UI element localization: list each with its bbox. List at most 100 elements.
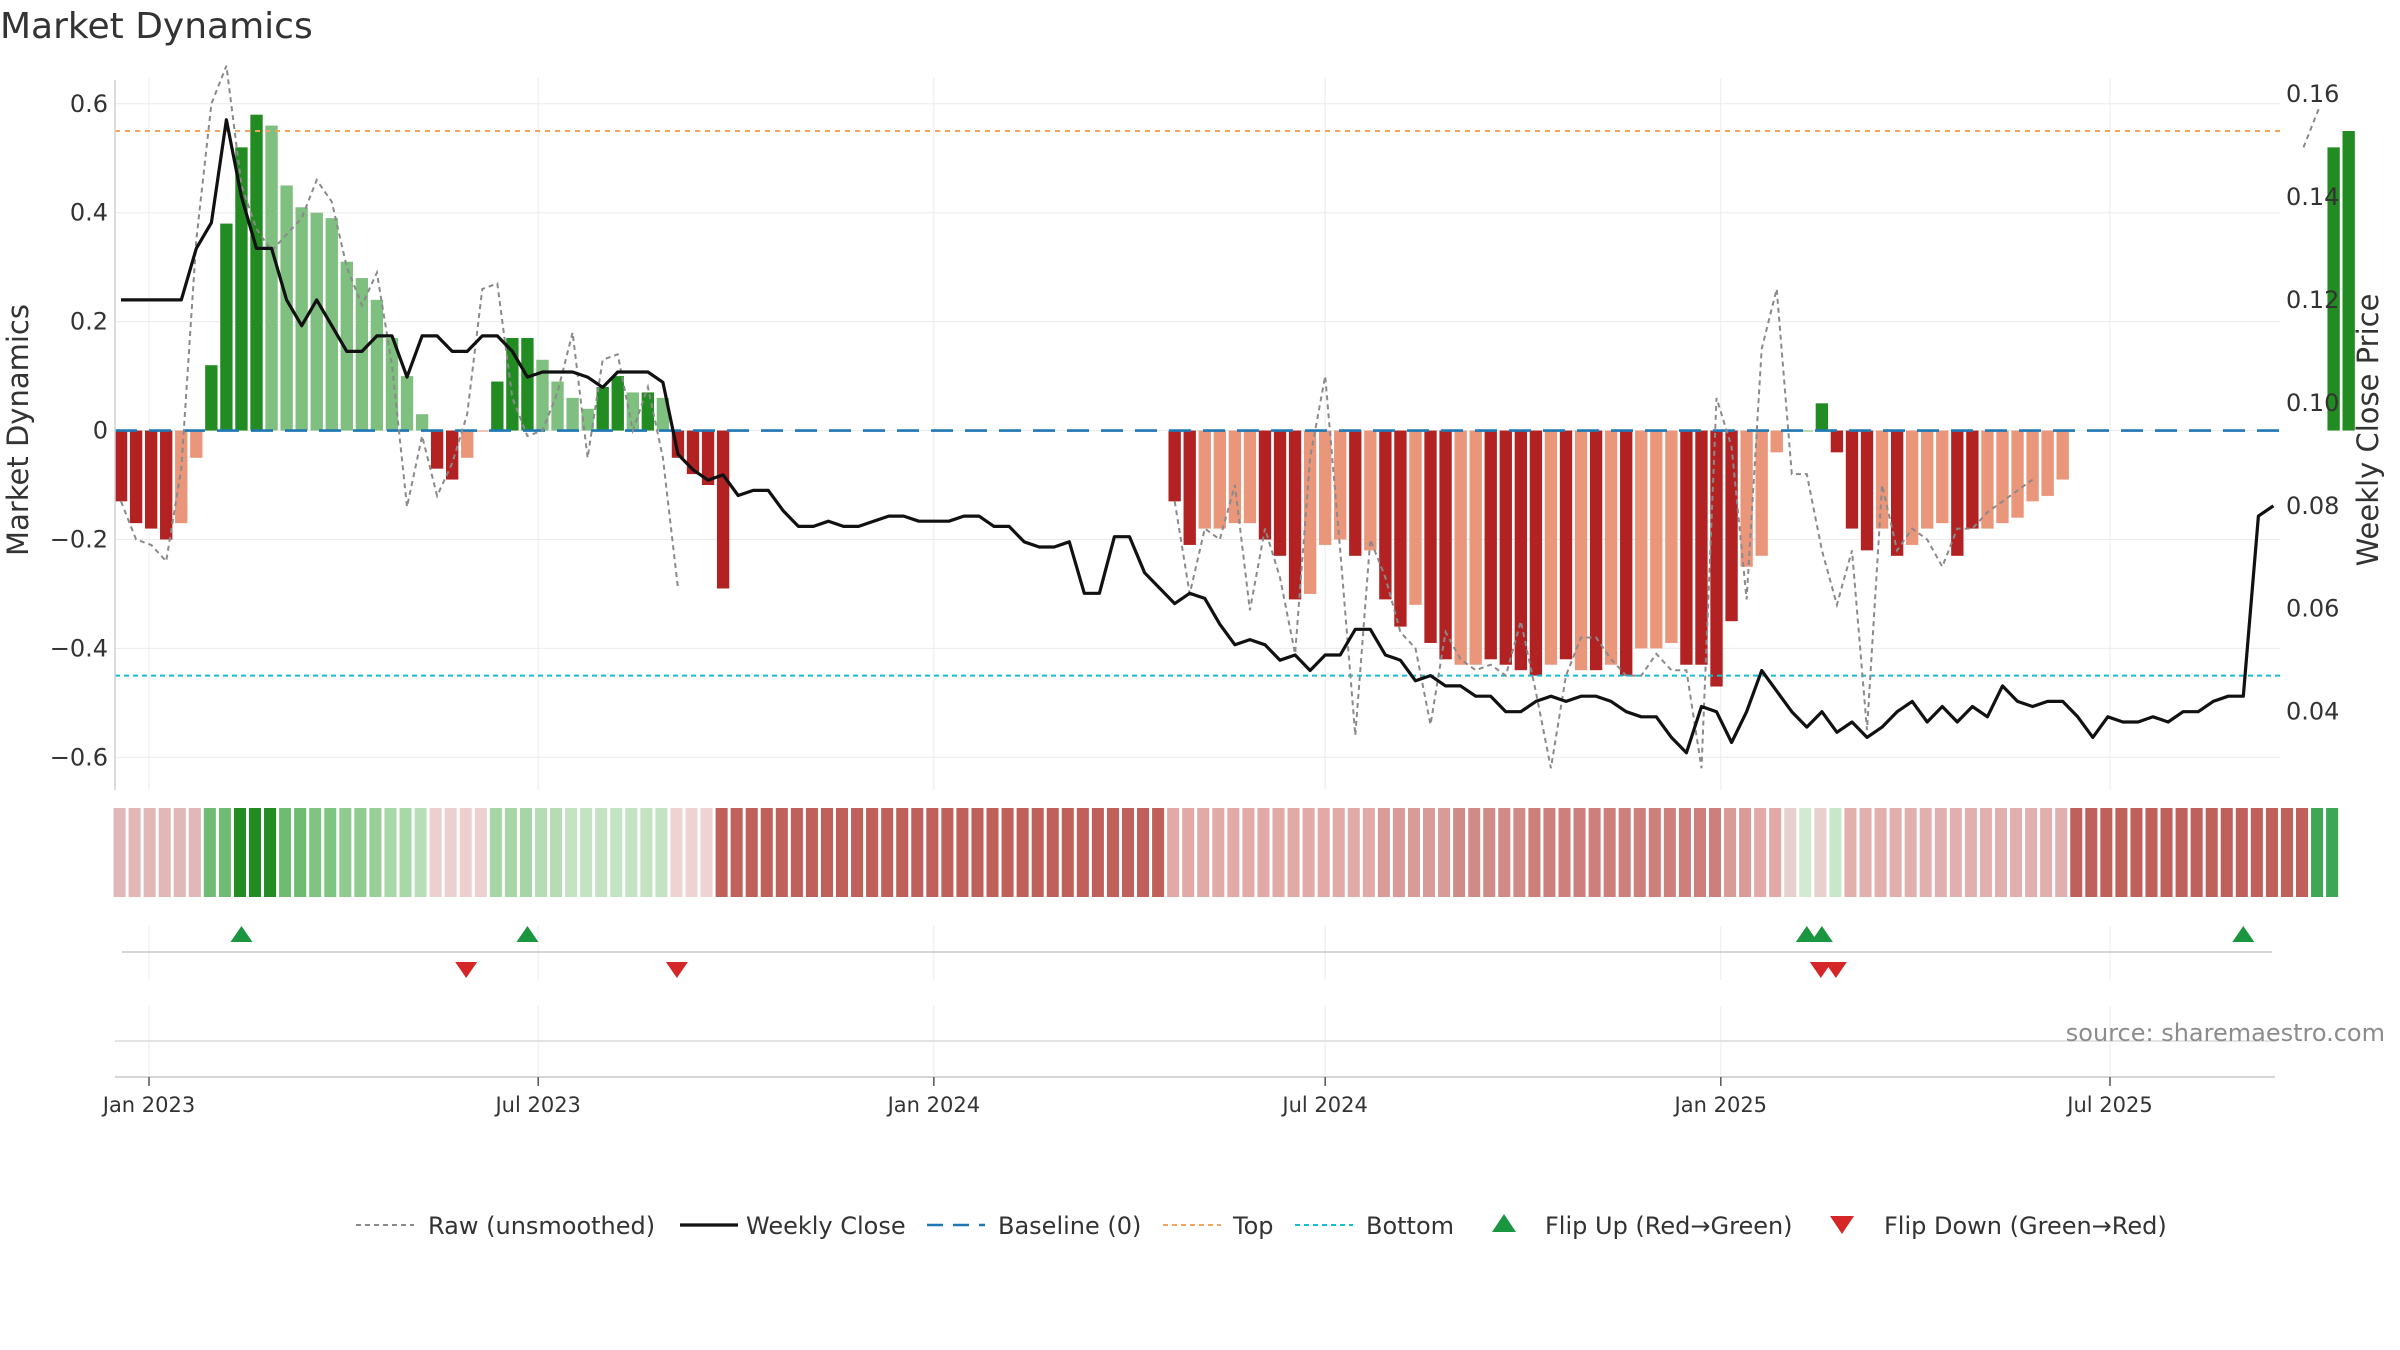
dynamics-bar: [491, 381, 504, 431]
dynamics-bar: [1514, 430, 1528, 671]
regime-cell: [1994, 808, 2008, 897]
dynamics-bar: [430, 430, 444, 469]
dynamics-bar: [1921, 430, 1934, 529]
regime-cell: [1949, 808, 1962, 897]
regime-cell: [1091, 808, 1104, 897]
dynamics-bar: [1168, 430, 1181, 502]
regime-cell: [2040, 808, 2053, 897]
regime-cell: [565, 808, 578, 897]
dynamics-bar: [1981, 430, 1994, 529]
regime-cell: [911, 808, 924, 897]
regime-cell: [128, 808, 141, 897]
regime-cell: [309, 808, 322, 897]
regime-cell: [550, 808, 563, 897]
regime-cell: [158, 808, 171, 897]
dynamics-bar: [611, 376, 624, 431]
regime-cell: [2295, 808, 2309, 897]
regime-cell: [1302, 808, 1315, 897]
dynamics-bar: [1800, 430, 1813, 432]
regime-cell: [1152, 808, 1165, 897]
regime-cell: [2070, 808, 2083, 897]
regime-cell: [986, 808, 999, 897]
regime-cell: [595, 808, 608, 897]
dynamics-bar: [1845, 430, 1859, 529]
regime-cell: [143, 808, 156, 897]
regime-cell: [1874, 808, 1887, 897]
dynamics-bar: [2011, 430, 2024, 518]
flip-down-marker: [1824, 962, 1847, 978]
dynamics-bar: [1228, 430, 1242, 524]
regime-cell: [279, 808, 292, 897]
regime-cell: [233, 808, 246, 897]
regime-cell: [2160, 808, 2173, 897]
regime-cell: [1588, 808, 1601, 897]
regime-cell: [1603, 808, 1616, 897]
regime-cell: [489, 808, 502, 897]
dynamics-bar: [506, 337, 519, 431]
regime-cell: [1919, 808, 1932, 897]
dynamics-bar: [1424, 430, 1437, 643]
flip-markers: [122, 926, 2272, 980]
regime-cell: [218, 808, 231, 897]
dynamics-bar: [1680, 430, 1693, 665]
regime-cell: [1257, 808, 1270, 897]
x-tick-label: Jan 2023: [101, 1093, 196, 1117]
regime-cell: [2130, 808, 2143, 897]
source-label: source: sharemaestro.com: [2066, 1019, 2385, 1047]
dynamics-bar: [144, 430, 158, 529]
regime-cell: [504, 808, 517, 897]
regime-cell: [1739, 808, 1752, 897]
dynamics-bar: [1454, 430, 1467, 665]
regime-cell: [2205, 808, 2218, 897]
dynamics-bar: [1364, 430, 1377, 551]
regime-cell: [1708, 808, 1722, 897]
regime-cell: [2010, 808, 2023, 897]
regime-cell: [1558, 808, 1571, 897]
dynamics-bar: [461, 430, 474, 458]
regime-cell: [203, 808, 216, 897]
regime-cell: [851, 808, 864, 897]
raw-series-line: [2302, 108, 2320, 148]
flip-down-marker: [665, 962, 688, 978]
right-tick-label: 0.08: [2286, 492, 2339, 520]
regime-cell: [384, 808, 397, 897]
dynamics-bar: [205, 365, 218, 431]
regime-cell: [444, 808, 457, 897]
raw-series-line: [1173, 288, 2034, 769]
regime-cell: [835, 808, 849, 897]
regime-cell: [2250, 808, 2263, 897]
dynamics-bar: [415, 414, 429, 431]
raw-series-line: [120, 65, 679, 589]
right-axis-label: Weekly Close Price: [2351, 294, 2385, 567]
dynamics-bar: [596, 386, 609, 431]
regime-cell: [339, 808, 352, 897]
weekly-close-line: [121, 118, 2275, 755]
regime-cell: [2025, 808, 2038, 897]
regime-cell: [2115, 808, 2128, 897]
chart-title: Market Dynamics: [0, 6, 313, 47]
x-tick-label: Jul 2023: [493, 1093, 580, 1117]
dynamics-bar: [1243, 430, 1257, 524]
flip-up-marker: [1795, 926, 1818, 942]
regime-cell: [1754, 808, 1767, 897]
x-tick-label: Jul 2024: [1280, 1093, 1367, 1117]
left-tick-label: 0: [93, 417, 108, 445]
regime-cell: [1076, 808, 1089, 897]
dynamics-bar: [1409, 430, 1422, 605]
regime-cell: [1031, 808, 1044, 897]
regime-cell: [1513, 808, 1526, 897]
dynamics-bar: [1890, 430, 1904, 556]
flip-up-marker: [2232, 926, 2255, 942]
dynamics-bar: [1394, 430, 1407, 627]
dynamics-bar: [1469, 430, 1482, 665]
regime-cell: [790, 808, 803, 897]
regime-cell: [1769, 808, 1782, 897]
regime-cell: [1106, 808, 1119, 897]
regime-cell: [941, 808, 954, 897]
regime-cell: [1543, 808, 1556, 897]
regime-cell: [519, 808, 532, 897]
regime-cell: [926, 808, 939, 897]
regime-cell: [700, 808, 713, 897]
regime-cell: [1121, 808, 1135, 897]
x-axis-ticks: Jan 2023 Jul 2023 Jan 2024 Jul 2024 Jan 2025…: [101, 1077, 2153, 1117]
